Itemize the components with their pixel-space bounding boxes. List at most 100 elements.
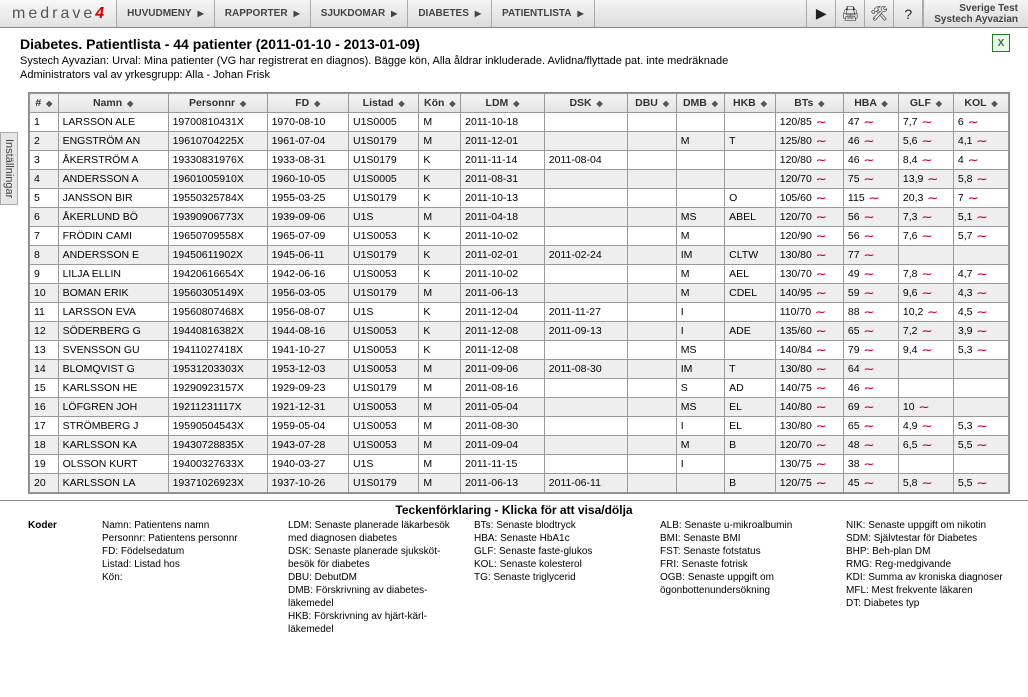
table-row[interactable]: 20KARLSSON LA19371026923X1937-10-26U1S01… bbox=[30, 474, 1009, 493]
col-header-listad[interactable]: Listad ◆ bbox=[348, 94, 418, 113]
legend-entry: DMB: Förskrivning av diabetes-läkemedel bbox=[288, 584, 450, 610]
cell-fd: 1956-08-07 bbox=[267, 303, 348, 322]
sparkline-icon: ⁓ bbox=[865, 174, 874, 184]
legend-entry: KOL: Senaste kolesterol bbox=[474, 558, 636, 571]
table-row[interactable]: 10BOMAN ERIK19560305149X1956-03-05U1S017… bbox=[30, 284, 1009, 303]
table-row[interactable]: 11LARSSON EVA19560807468X1956-08-07U1SK2… bbox=[30, 303, 1009, 322]
col-header-num[interactable]: # ◆ bbox=[30, 94, 59, 113]
table-header-row: # ◆Namn ◆Personnr ◆FD ◆Listad ◆Kön ◆LDM … bbox=[30, 94, 1009, 113]
legend-toggle[interactable]: Teckenförklaring - Klicka för att visa/d… bbox=[0, 500, 1028, 517]
col-header-hba[interactable]: HBA ◆ bbox=[843, 94, 898, 113]
col-header-ldm[interactable]: LDM ◆ bbox=[461, 94, 545, 113]
export-excel-button[interactable]: X bbox=[992, 34, 1010, 52]
sparkline-icon: ⁓ bbox=[865, 383, 874, 393]
table-row[interactable]: 4ANDERSSON A19601005910X1960-10-05U1S000… bbox=[30, 170, 1009, 189]
table-row[interactable]: 3ÅKERSTRÖM A19330831976X1933-08-31U1S017… bbox=[30, 151, 1009, 170]
sparkline-icon: ⁓ bbox=[922, 269, 931, 279]
cell-hkb bbox=[725, 170, 776, 189]
col-header-glf[interactable]: GLF ◆ bbox=[898, 94, 953, 113]
cell-dmb: M bbox=[676, 436, 724, 455]
table-row[interactable]: 18KARLSSON KA19430728835X1943-07-28U1S00… bbox=[30, 436, 1009, 455]
sparkline-icon: ⁓ bbox=[817, 364, 826, 374]
col-header-dsk[interactable]: DSK ◆ bbox=[544, 94, 628, 113]
cell-namn: ÅKERLUND BÖ bbox=[58, 208, 168, 227]
legend-entry: BTs: Senaste blodtryck bbox=[474, 519, 636, 532]
cell-listad: U1S bbox=[348, 455, 418, 474]
settings-side-tab[interactable]: Inställningar bbox=[0, 132, 18, 205]
cell-fd: 1953-12-03 bbox=[267, 360, 348, 379]
col-header-bts[interactable]: BTs ◆ bbox=[775, 94, 843, 113]
cell-listad: U1S0053 bbox=[348, 227, 418, 246]
table-row[interactable]: 16LÖFGREN JOH19211231117X1921-12-31U1S00… bbox=[30, 398, 1009, 417]
table-row[interactable]: 12SÖDERBERG G19440816382X1944-08-16U1S00… bbox=[30, 322, 1009, 341]
breadcrumb-item[interactable]: DIABETES▶ bbox=[408, 0, 492, 27]
cell-listad: U1S0053 bbox=[348, 265, 418, 284]
breadcrumb-item[interactable]: SJUKDOMAR▶ bbox=[311, 0, 409, 27]
user-box: Sverige Test Systech Ayvazian bbox=[923, 0, 1028, 27]
cell-dbu bbox=[628, 322, 676, 341]
cell-listad: U1S0053 bbox=[348, 360, 418, 379]
cell-dbu bbox=[628, 265, 676, 284]
page-subtitle-1: Systech Ayvazian: Urval: Mina patienter … bbox=[20, 54, 1008, 68]
cell-dbu bbox=[628, 379, 676, 398]
cell-fd: 1941-10-27 bbox=[267, 341, 348, 360]
cell-hba: 46 ⁓ bbox=[843, 151, 898, 170]
cell-glf: 7,6 ⁓ bbox=[898, 227, 953, 246]
print-icon[interactable]: 🖨 bbox=[835, 0, 865, 27]
legend-entry: Personnr: Patientens personnr bbox=[102, 532, 264, 545]
cell-dbu bbox=[628, 189, 676, 208]
help-icon[interactable]: ? bbox=[893, 0, 923, 27]
sparkline-icon: ⁓ bbox=[817, 136, 826, 146]
cell-bts: 130/75 ⁓ bbox=[775, 455, 843, 474]
sparkline-icon: ⁓ bbox=[817, 345, 826, 355]
cell-dsk bbox=[544, 227, 628, 246]
logo-suffix: 4 bbox=[95, 5, 104, 23]
cell-kol bbox=[953, 379, 1008, 398]
table-row[interactable]: 14BLOMQVIST G19531203303X1953-12-03U1S00… bbox=[30, 360, 1009, 379]
table-row[interactable]: 8ANDERSSON E19450611902X1945-06-11U1S017… bbox=[30, 246, 1009, 265]
cell-hkb: EL bbox=[725, 398, 776, 417]
breadcrumb-item[interactable]: HUVUDMENY▶ bbox=[117, 0, 215, 27]
settings-icon[interactable]: 🛠 bbox=[864, 0, 894, 27]
breadcrumb-item[interactable]: RAPPORTER▶ bbox=[215, 0, 311, 27]
cell-ldm: 2011-11-14 bbox=[461, 151, 545, 170]
cell-kon: M bbox=[419, 284, 461, 303]
sparkline-icon: ⁓ bbox=[817, 269, 826, 279]
col-header-kon[interactable]: Kön ◆ bbox=[419, 94, 461, 113]
cell-glf: 7,2 ⁓ bbox=[898, 322, 953, 341]
col-header-kol[interactable]: KOL ◆ bbox=[953, 94, 1008, 113]
table-row[interactable]: 19OLSSON KURT19400327633X1940-03-27U1SM2… bbox=[30, 455, 1009, 474]
table-row[interactable]: 1LARSSON ALE19700810431X1970-08-10U1S000… bbox=[30, 113, 1009, 132]
cell-kol: 3,9 ⁓ bbox=[953, 322, 1008, 341]
table-row[interactable]: 5JANSSON BIR19550325784X1955-03-25U1S017… bbox=[30, 189, 1009, 208]
table-row[interactable]: 2ENGSTRÖM AN19610704225X1961-07-04U1S017… bbox=[30, 132, 1009, 151]
col-header-namn[interactable]: Namn ◆ bbox=[58, 94, 168, 113]
cell-kol bbox=[953, 398, 1008, 417]
sparkline-icon: ⁓ bbox=[817, 478, 826, 488]
sparkline-icon: ⁓ bbox=[817, 326, 826, 336]
col-header-personnr[interactable]: Personnr ◆ bbox=[168, 94, 267, 113]
table-row[interactable]: 13SVENSSON GU19411027418X1941-10-27U1S00… bbox=[30, 341, 1009, 360]
col-header-dbu[interactable]: DBU ◆ bbox=[628, 94, 676, 113]
table-row[interactable]: 9LILJA ELLIN19420616654X1942-06-16U1S005… bbox=[30, 265, 1009, 284]
cell-ldm: 2011-10-02 bbox=[461, 265, 545, 284]
col-header-hkb[interactable]: HKB ◆ bbox=[725, 94, 776, 113]
table-row[interactable]: 6ÅKERLUND BÖ19390906773X1939-09-06U1SM20… bbox=[30, 208, 1009, 227]
col-header-dmb[interactable]: DMB ◆ bbox=[676, 94, 724, 113]
breadcrumb-item[interactable]: PATIENTLISTA▶ bbox=[492, 0, 595, 27]
cell-bts: 140/80 ⁓ bbox=[775, 398, 843, 417]
table-row[interactable]: 7FRÖDIN CAMI19650709558X1965-07-09U1S005… bbox=[30, 227, 1009, 246]
sparkline-icon: ⁓ bbox=[977, 345, 986, 355]
table-row[interactable]: 15KARLSSON HE19290923157X1929-09-23U1S01… bbox=[30, 379, 1009, 398]
cell-dsk bbox=[544, 265, 628, 284]
sparkline-icon: ⁓ bbox=[977, 174, 986, 184]
col-header-fd[interactable]: FD ◆ bbox=[267, 94, 348, 113]
cell-ldm: 2011-10-02 bbox=[461, 227, 545, 246]
cell-dsk bbox=[544, 436, 628, 455]
user-line2: Systech Ayvazian bbox=[934, 14, 1018, 25]
play-icon[interactable]: ▶ bbox=[806, 0, 836, 27]
cell-hba: 38 ⁓ bbox=[843, 455, 898, 474]
cell-dsk: 2011-06-11 bbox=[544, 474, 628, 493]
sparkline-icon: ⁓ bbox=[977, 307, 986, 317]
table-row[interactable]: 17STRÖMBERG J19590504543X1959-05-04U1S00… bbox=[30, 417, 1009, 436]
